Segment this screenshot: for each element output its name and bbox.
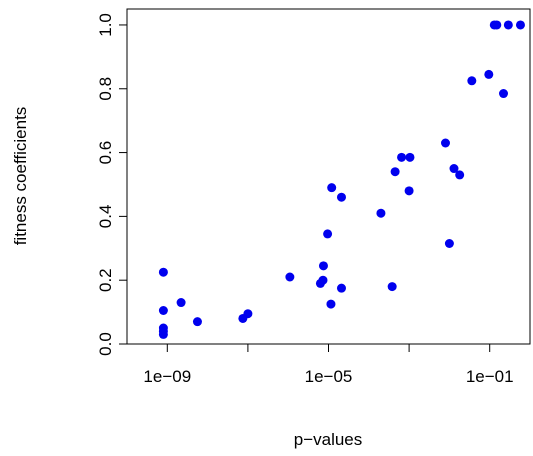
data-point	[192, 317, 202, 327]
data-point	[336, 283, 346, 293]
data-point	[176, 298, 186, 308]
data-point	[390, 167, 400, 177]
data-point	[158, 306, 168, 315]
data-point	[444, 239, 454, 248]
data-point	[515, 20, 525, 30]
data-point	[503, 20, 513, 30]
data-point	[318, 275, 328, 285]
data-point	[285, 272, 295, 282]
x-axis: 1e−09 1e−05 1e−01	[143, 343, 514, 386]
data-point	[326, 299, 336, 309]
data-point	[318, 261, 328, 271]
data-point	[243, 309, 253, 319]
y-tick-label: 0.8	[96, 77, 115, 101]
x-tick-label: 1e−01	[466, 367, 514, 386]
y-tick-label: 1.0	[96, 13, 115, 37]
data-point	[498, 89, 508, 99]
data-point	[467, 76, 477, 86]
data-point	[405, 152, 415, 162]
y-tick-label: 0.0	[96, 332, 115, 356]
data-point	[455, 170, 465, 180]
x-tick-label: 1e−09	[143, 367, 191, 386]
y-axis-label: fitness coefficients	[11, 107, 30, 246]
y-tick-label: 0.2	[96, 268, 115, 292]
data-point	[449, 164, 459, 174]
data-point	[336, 192, 346, 202]
data-point	[376, 208, 386, 218]
data-point	[387, 282, 397, 292]
plot-frame	[126, 8, 531, 345]
x-axis-label: p−values	[294, 430, 363, 449]
data-point	[323, 229, 333, 239]
data-point	[484, 69, 494, 79]
y-axis: 0.0 0.2 0.4 0.6 0.8 1.0	[96, 13, 128, 356]
x-tick-label: 1e−05	[305, 367, 353, 386]
y-tick-label: 0.6	[96, 141, 115, 165]
y-tick-label: 0.4	[96, 205, 115, 229]
data-point	[327, 183, 337, 193]
data-point	[397, 152, 407, 162]
data-point	[158, 267, 168, 277]
data-point	[404, 186, 414, 196]
data-point	[158, 329, 168, 339]
data-point	[440, 138, 450, 148]
data-point	[492, 20, 502, 30]
data-points	[158, 20, 525, 339]
